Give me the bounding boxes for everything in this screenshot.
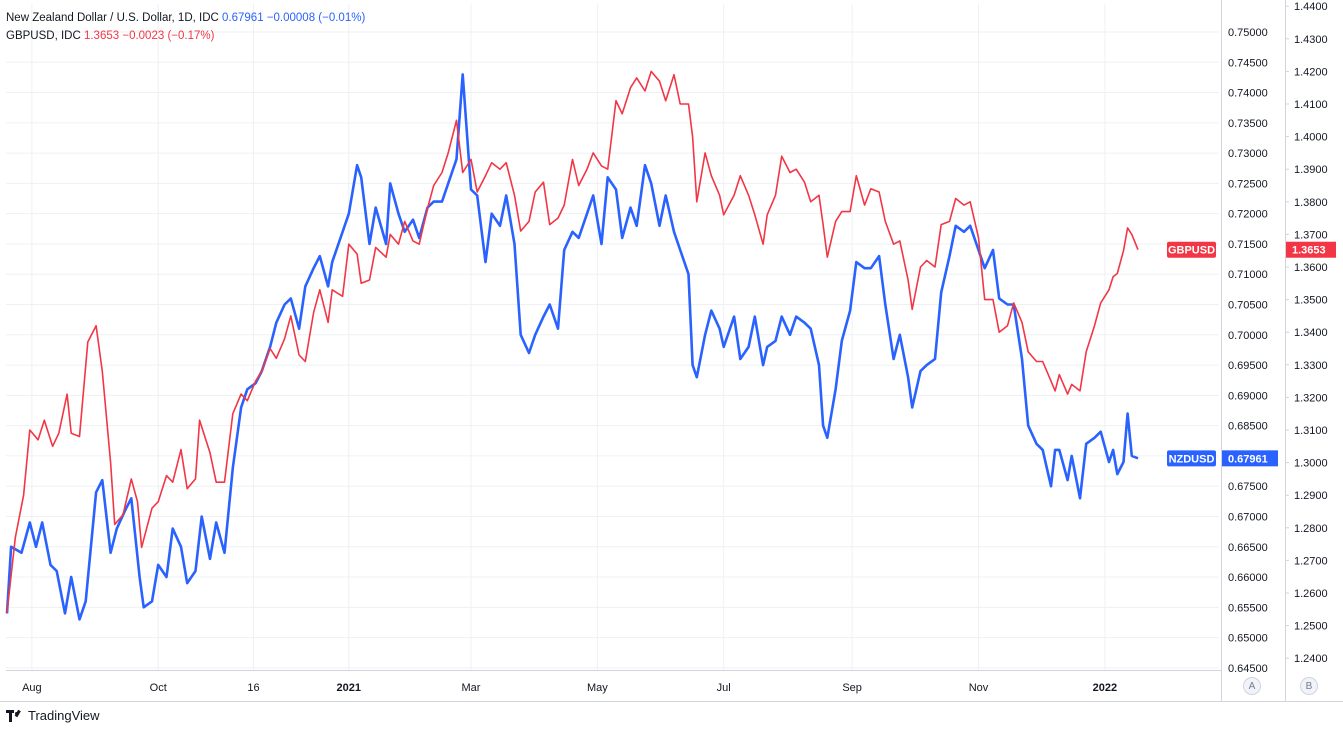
legend-nzd-change: −0.00008 (−0.01%)	[266, 12, 366, 24]
y-right-tick-label: 1.3300	[1294, 360, 1328, 372]
y-right-tick-label: 1.3400	[1294, 327, 1328, 339]
y-right-tick-label: 1.4100	[1294, 99, 1328, 111]
y-left-tick-label: 0.66500	[1228, 542, 1268, 554]
brand-name: TradingView	[28, 708, 100, 723]
y-left-tick-label: 0.72500	[1228, 178, 1268, 190]
x-tick-label: 2021	[337, 682, 361, 694]
y-right-tick-label: 1.2900	[1294, 490, 1328, 502]
series-line-gbpusd[interactable]	[6, 70, 1139, 613]
y-left-tick-label: 0.65500	[1228, 602, 1268, 614]
legend-gbp-title: GBPUSD, IDC	[6, 30, 81, 42]
x-tick-label: Mar	[462, 682, 481, 694]
y-left-tick-label: 0.75000	[1228, 27, 1268, 39]
tradingview-logo-icon	[6, 709, 24, 722]
y-right-tick-label: 1.4400	[1294, 1, 1328, 13]
y-left-tick-label: 0.74000	[1228, 88, 1268, 100]
y-right-tick-label: 1.2500	[1294, 621, 1328, 633]
legend-row-nzd[interactable]: New Zealand Dollar / U.S. Dollar, 1D, ID…	[6, 9, 365, 27]
y-right-tick-label: 1.2600	[1294, 588, 1328, 600]
series-name-tag-gbpusd	[1167, 241, 1216, 258]
y-right-tick-label: 1.3700	[1294, 229, 1328, 241]
y-right-tick-label: 1.3600	[1294, 262, 1328, 274]
auto-scale-button[interactable]: A	[1243, 677, 1261, 695]
series-layer[interactable]	[5, 70, 1139, 621]
y-right-tick-label: 1.2400	[1294, 653, 1328, 665]
grid-layer	[6, 4, 1219, 670]
y-right-tick-label: 1.3900	[1294, 164, 1328, 176]
y-right-tick-label: 1.4000	[1294, 132, 1328, 144]
y-right-tick-label: 1.3800	[1294, 197, 1328, 209]
legend-nzd-value: 0.67961	[222, 12, 264, 24]
legend-gbp-value: 1.3653	[83, 30, 120, 42]
y-right-tick-label: 1.3200	[1294, 392, 1328, 404]
legend-nzd-title: New Zealand Dollar / U.S. Dollar, 1D, ID…	[6, 12, 219, 24]
x-tick-label: Sep	[842, 682, 862, 694]
y-left-tick-label: 0.68500	[1228, 421, 1268, 433]
y-left-tick-label: 0.72000	[1228, 209, 1268, 221]
legend-row-gbp[interactable]: GBPUSD, IDC 1.3653 −0.0023 (−0.17%)	[6, 27, 365, 45]
last-value-tag-nzdusd	[1222, 450, 1278, 467]
axes-layer	[0, 0, 1343, 702]
x-tick-label: Nov	[969, 682, 989, 694]
y-right-tick-label: 1.3100	[1294, 425, 1328, 437]
last-value-text-gbpusd: 1.3653	[1292, 245, 1326, 257]
last-value-tag-gbpusd	[1286, 241, 1336, 258]
y-right-tick-label: 1.2700	[1294, 555, 1328, 567]
legend: New Zealand Dollar / U.S. Dollar, 1D, ID…	[6, 9, 365, 45]
y-left-tick-label: 0.69000	[1228, 390, 1268, 402]
series-name-text-gbpusd: GBPUSD	[1168, 245, 1215, 257]
y-left-tick-label: 0.64500	[1228, 663, 1268, 675]
y-left-tick-label: 0.65000	[1228, 633, 1268, 645]
y-right-tick-label: 1.3500	[1294, 295, 1328, 307]
y-right-tick-label: 1.4200	[1294, 66, 1328, 78]
y-left-tick-label: 0.71000	[1228, 269, 1268, 281]
series-name-tag-nzdusd	[1167, 450, 1216, 467]
x-tick-label: Jul	[717, 682, 731, 694]
x-tick-label: May	[587, 682, 608, 694]
labels-layer: 0.75000 0.74500 0.74000 0.73500 0.73000 0.725…	[22, 1, 1336, 694]
y-left-tick-label: 0.70000	[1228, 330, 1268, 342]
x-tick-label: 2022	[1093, 682, 1117, 694]
y-right-tick-label: 1.2800	[1294, 523, 1328, 535]
x-tick-label: 16	[247, 682, 259, 694]
series-line-nzdusd[interactable]	[5, 73, 1139, 621]
y-left-tick-label: 0.71500	[1228, 239, 1268, 251]
y-right-tick-label: 1.4300	[1294, 34, 1328, 46]
x-tick-label: Oct	[150, 682, 167, 694]
footer-brand[interactable]: TradingView	[6, 708, 100, 723]
y-left-tick-label: 0.74500	[1228, 57, 1268, 69]
y-left-tick-label: 0.73500	[1228, 118, 1268, 130]
legend-gbp-change: −0.0023 (−0.17%)	[122, 30, 215, 42]
x-tick-label: Aug	[22, 682, 42, 694]
y-left-tick-label: 0.69500	[1228, 360, 1268, 372]
scale-b-button[interactable]: B	[1300, 677, 1318, 695]
last-value-text-nzdusd: 0.67961	[1228, 453, 1268, 465]
y-right-tick-label: 1.3000	[1294, 458, 1328, 470]
y-left-tick-label: 0.67500	[1228, 481, 1268, 493]
y-left-tick-label: 0.67000	[1228, 511, 1268, 523]
y-left-tick-label: 0.70500	[1228, 300, 1268, 312]
y-left-tick-label: 0.66000	[1228, 572, 1268, 584]
y-left-tick-label: 0.73000	[1228, 148, 1268, 160]
series-name-text-nzdusd: NZDUSD	[1169, 453, 1215, 465]
